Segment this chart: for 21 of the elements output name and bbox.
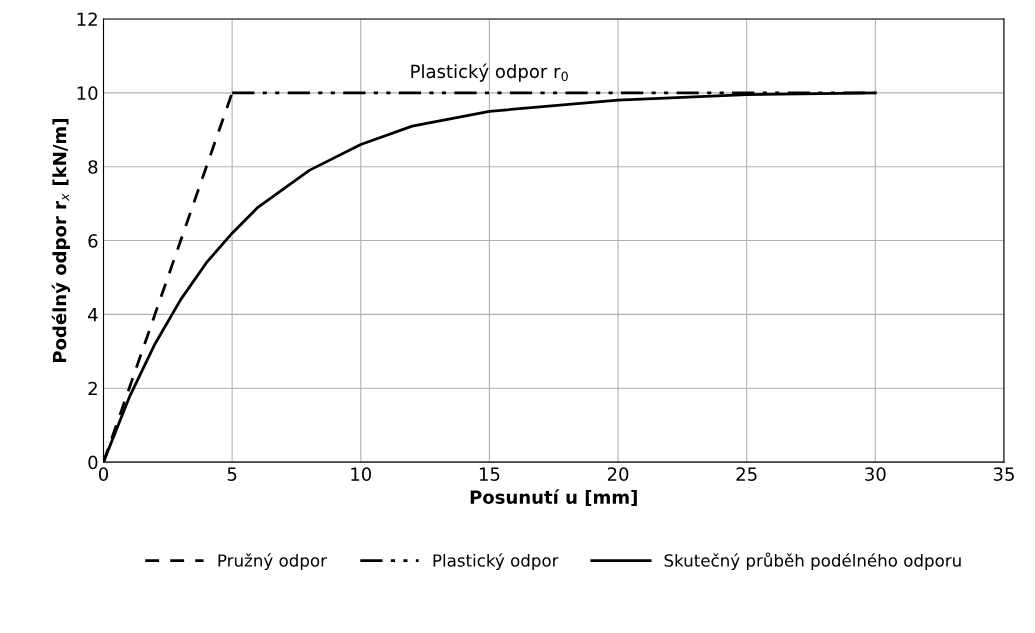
y-tick-label: 12: [77, 12, 97, 26]
y-tick-label: 10: [77, 86, 98, 100]
legend-label: Skutečný průběh podélného odporu: [664, 552, 961, 571]
x-tick-label: 0: [98, 467, 109, 481]
x-tick-label: 15: [479, 467, 500, 481]
x-tick-label: 5: [227, 467, 237, 481]
y-tick-label: 0: [88, 455, 98, 470]
x-axis-title: Posunutí u [mm]: [470, 489, 637, 507]
legend-label: Pružný odpor: [218, 553, 327, 571]
x-tick-label: 25: [736, 467, 757, 481]
x-tick-label: 20: [607, 467, 629, 481]
x-tick-label: 30: [865, 467, 886, 481]
x-tick-label: 35: [993, 467, 1014, 481]
annotation: Plastický odpor r$_{0}$: [411, 63, 568, 82]
y-tick-label: 4: [88, 308, 98, 322]
y-tick-label: 8: [88, 160, 98, 174]
y-axis-title: Podélný odpor r$_{x}$ [kN/m]: [51, 119, 71, 363]
legend-label: Plastický odpor: [433, 553, 559, 571]
x-tick-label: 10: [351, 467, 372, 481]
y-tick-label: 6: [88, 234, 98, 248]
y-tick-label: 2: [88, 381, 97, 396]
